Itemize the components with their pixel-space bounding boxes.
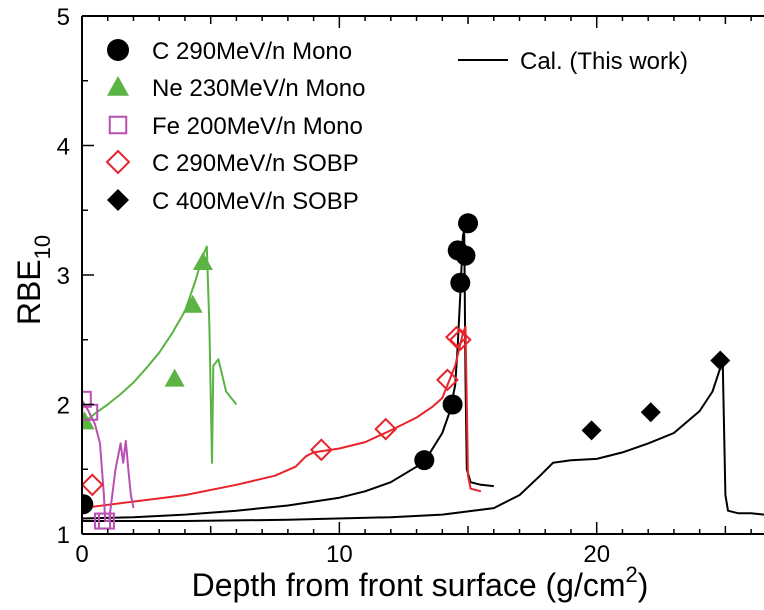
legend-label-4: C 290MeV/n SOBP (152, 150, 359, 177)
series-2-point-4 (192, 252, 213, 271)
x-tick-label: 10 (326, 541, 353, 568)
series-1-point-3 (442, 394, 463, 415)
legend-marker-5 (107, 189, 129, 211)
series-2 (82, 252, 213, 430)
series-5-point-1 (581, 420, 602, 441)
series-4-point-6 (448, 328, 472, 352)
calc-line-5 (82, 400, 135, 522)
plot-area (82, 213, 764, 530)
series-4-point-2 (309, 438, 333, 462)
y-axis-label-subscript: 10 (30, 235, 55, 259)
ticks: 0 10 20 1 2 3 4 5 (57, 4, 752, 568)
x-tick-label: 20 (583, 541, 610, 568)
x-axis-label-superscript: 2 (626, 562, 638, 587)
legend-marker-4 (105, 149, 131, 175)
y-tick-label: 2 (57, 393, 70, 420)
legend-marker-3 (108, 115, 128, 135)
series-4-point-1 (82, 473, 104, 497)
series-1-point-5 (450, 272, 471, 293)
series-4-point-3 (374, 417, 398, 441)
series-1-point-1 (82, 494, 94, 515)
x-axis-label-end: ) (638, 567, 649, 603)
series-1-point-7 (458, 213, 479, 234)
legend-label-1: C 290MeV/n Mono (152, 38, 352, 65)
legend-marker-1 (107, 39, 129, 61)
y-axis-label: RBE10 (11, 235, 55, 325)
legend-line-label: Cal. (This work) (520, 48, 688, 75)
calc-line-3 (82, 325, 482, 510)
legend-label-2: Ne 230MeV/n Mono (152, 75, 365, 102)
series-3-point-4 (97, 512, 115, 530)
series-1 (82, 213, 479, 515)
series-4-point-4 (436, 368, 459, 392)
series-3-point-1 (82, 390, 92, 408)
series-5 (581, 350, 731, 441)
y-tick-label: 1 (57, 522, 70, 549)
series-5-point-2 (640, 402, 661, 423)
series-4 (82, 325, 472, 497)
legend-marker-2 (107, 76, 129, 96)
y-tick-label: 5 (57, 4, 70, 31)
legend: C 290MeV/n Mono Ne 230MeV/n Mono Fe 200MeV… (105, 38, 688, 215)
series-5-point-3 (710, 350, 731, 371)
series-1-point-6 (455, 245, 476, 266)
series-2-point-3 (182, 294, 203, 313)
calc-line-4 (82, 245, 238, 464)
calc-line-1 (82, 228, 494, 520)
y-tick-label: 3 (57, 263, 70, 290)
y-tick-label: 4 (57, 134, 70, 161)
legend-label-3: Fe 200MeV/n Mono (152, 113, 363, 140)
series-1-point-2 (414, 450, 435, 471)
x-axis-label: Depth from front surface (g/cm2) (192, 562, 649, 603)
series-2-point-2 (164, 368, 185, 387)
calc-line-2 (82, 364, 764, 522)
legend-label-5: C 400MeV/n SOBP (152, 188, 359, 215)
x-tick-label: 0 (75, 541, 88, 568)
